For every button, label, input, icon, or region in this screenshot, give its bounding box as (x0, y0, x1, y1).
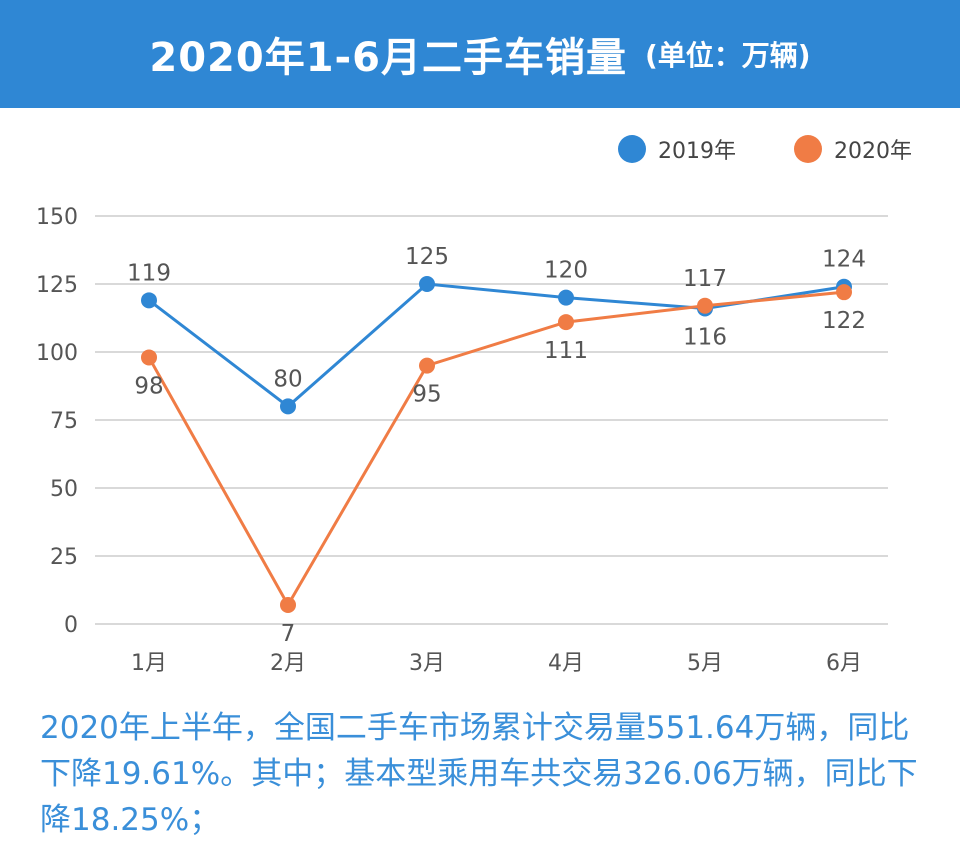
x-tick-label: 3月 (409, 651, 445, 676)
x-tick-label: 2月 (270, 651, 306, 676)
data-point (558, 314, 574, 331)
data-label: 117 (683, 266, 727, 292)
data-label: 124 (822, 247, 866, 273)
data-label: 7 (281, 621, 296, 647)
y-tick-label: 125 (36, 273, 78, 298)
y-tick-label: 25 (50, 545, 78, 570)
y-tick-label: 0 (64, 613, 78, 638)
data-label: 119 (127, 260, 171, 286)
data-point (141, 292, 157, 309)
data-label: 120 (544, 258, 588, 284)
data-point (558, 289, 574, 306)
x-tick-label: 4月 (548, 651, 584, 676)
data-label: 95 (412, 382, 441, 408)
x-tick-label: 6月 (826, 651, 862, 676)
line-chart: 0 25 50 75 100 125 150 1月 2月 3月 4月 5月 6月 119 80 125 120 1… (36, 205, 888, 676)
legend-item-2020: 2020年 (794, 133, 912, 165)
data-point (697, 297, 713, 314)
y-tick-label: 100 (36, 341, 78, 366)
data-label: 80 (273, 366, 302, 392)
y-tick-label: 150 (36, 205, 78, 230)
chart-title: 2020年1-6月二手车销量 (149, 35, 627, 81)
data-point (280, 398, 296, 415)
data-label: 98 (134, 373, 163, 399)
unit-label: (单位：万辆) (644, 39, 811, 72)
data-label: 116 (683, 324, 727, 350)
chart-header: 2020年1-6月二手车销量 (单位：万辆) (0, 0, 960, 108)
legend-label-2019: 2019年 (658, 139, 736, 164)
x-tick-label: 1月 (131, 651, 167, 676)
data-label: 122 (822, 308, 866, 334)
x-tick-label: 5月 (687, 651, 723, 676)
y-tick-label: 75 (50, 409, 78, 434)
data-label: 125 (405, 244, 449, 270)
data-point (141, 349, 157, 366)
legend-marker-2019 (618, 135, 646, 163)
data-point (419, 357, 435, 374)
series-line-2020年 (147, 290, 845, 608)
data-point (280, 596, 296, 613)
data-point (836, 284, 852, 301)
legend-label-2020: 2020年 (834, 139, 912, 164)
legend: 2019年 2020年 (560, 133, 912, 165)
summary-text: 2020年上半年，全国二手车市场累计交易量551.64万辆，同比下降19.61%… (40, 710, 918, 838)
y-tick-label: 50 (50, 477, 78, 502)
data-label: 111 (544, 338, 588, 364)
data-point (419, 276, 435, 292)
legend-marker-2020 (794, 135, 822, 163)
legend-item-2019: 2019年 (618, 133, 736, 165)
